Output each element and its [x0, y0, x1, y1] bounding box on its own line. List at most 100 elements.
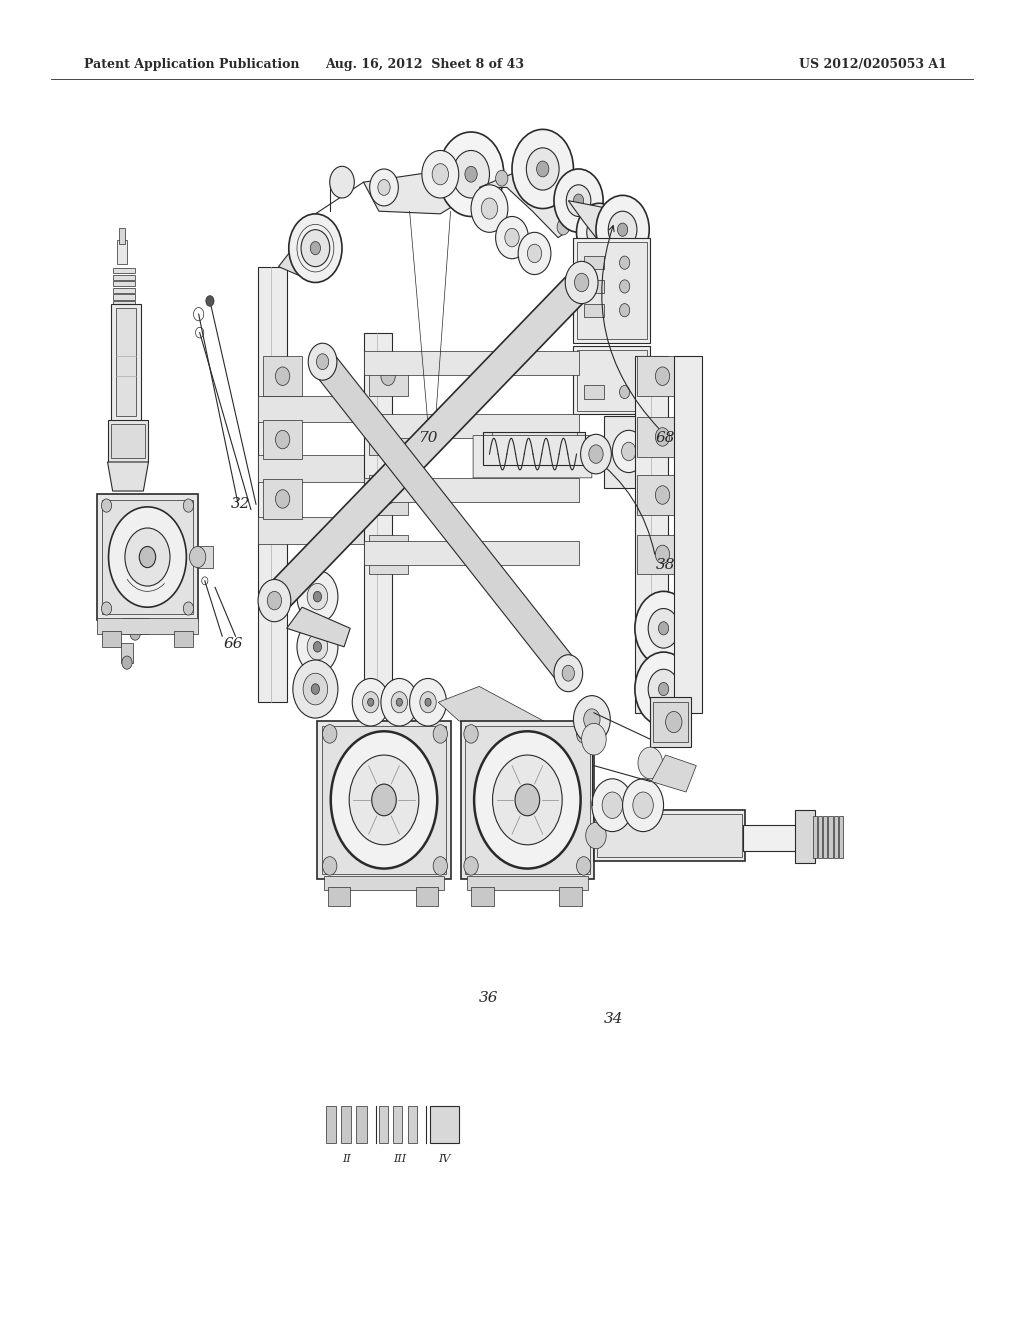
Circle shape [566, 185, 591, 216]
Polygon shape [473, 436, 602, 478]
Circle shape [554, 655, 583, 692]
Bar [97, 494, 198, 620]
Circle shape [313, 642, 322, 652]
Bar [430, 1106, 459, 1143]
Bar [839, 816, 843, 858]
Circle shape [581, 434, 611, 474]
Bar [828, 816, 833, 858]
Circle shape [206, 296, 214, 306]
Bar [637, 475, 678, 515]
Circle shape [527, 244, 542, 263]
Circle shape [396, 698, 402, 706]
Circle shape [391, 692, 408, 713]
Circle shape [537, 161, 549, 177]
Circle shape [562, 665, 574, 681]
Circle shape [183, 602, 194, 615]
Circle shape [422, 150, 459, 198]
Circle shape [308, 343, 337, 380]
Circle shape [620, 304, 630, 317]
Bar [263, 479, 302, 519]
Bar [364, 414, 579, 438]
Bar [341, 1106, 351, 1143]
Text: II: II [342, 1154, 350, 1164]
Bar [483, 432, 585, 465]
Circle shape [573, 194, 584, 207]
Circle shape [493, 755, 562, 845]
Circle shape [139, 546, 156, 568]
Circle shape [572, 190, 585, 206]
Bar [326, 1106, 336, 1143]
Bar [364, 351, 579, 375]
Bar [369, 356, 408, 396]
Circle shape [648, 609, 679, 648]
Bar [364, 541, 579, 565]
Circle shape [189, 546, 206, 568]
Text: 36: 36 [479, 991, 499, 1005]
Circle shape [658, 682, 669, 696]
Circle shape [565, 261, 598, 304]
Bar [113, 301, 135, 306]
Circle shape [655, 545, 670, 564]
Circle shape [275, 430, 290, 449]
Circle shape [307, 583, 328, 610]
Circle shape [311, 684, 319, 694]
Bar [364, 478, 579, 502]
Bar [111, 304, 141, 422]
Bar [559, 887, 582, 906]
Bar [597, 814, 742, 857]
Bar [113, 275, 135, 280]
Bar [635, 356, 668, 713]
Circle shape [655, 486, 670, 504]
Circle shape [258, 579, 291, 622]
Bar [258, 267, 287, 702]
Circle shape [101, 602, 112, 615]
Circle shape [370, 169, 398, 206]
Bar [324, 876, 444, 890]
Circle shape [381, 678, 418, 726]
Circle shape [622, 442, 636, 461]
Bar [116, 308, 136, 416]
Bar [650, 697, 691, 747]
Bar [584, 280, 604, 293]
Circle shape [577, 203, 622, 261]
Circle shape [275, 367, 290, 385]
Text: 32: 32 [230, 498, 250, 511]
Circle shape [183, 499, 194, 512]
Bar [117, 240, 127, 264]
Circle shape [577, 857, 591, 875]
Bar [121, 643, 133, 663]
Circle shape [602, 792, 623, 818]
Bar [467, 876, 588, 890]
Text: 34: 34 [604, 1012, 624, 1026]
Bar [328, 887, 350, 906]
Circle shape [410, 678, 446, 726]
Circle shape [465, 166, 477, 182]
Polygon shape [568, 201, 643, 275]
Circle shape [633, 792, 653, 818]
Polygon shape [266, 269, 590, 614]
Text: 38: 38 [655, 558, 675, 572]
Circle shape [267, 591, 282, 610]
Text: Patent Application Publication: Patent Application Publication [84, 58, 299, 71]
Bar [834, 816, 838, 858]
Bar [356, 1106, 367, 1143]
Circle shape [381, 426, 395, 445]
Circle shape [330, 166, 354, 198]
Circle shape [557, 219, 569, 235]
Bar [653, 702, 688, 742]
Bar [369, 416, 408, 455]
Circle shape [608, 211, 637, 248]
Circle shape [130, 627, 140, 640]
Circle shape [635, 652, 692, 726]
Circle shape [512, 129, 573, 209]
Circle shape [658, 622, 669, 635]
Circle shape [496, 216, 528, 259]
Circle shape [420, 692, 436, 713]
Circle shape [101, 499, 112, 512]
Circle shape [125, 528, 170, 586]
Bar [258, 396, 381, 422]
Circle shape [307, 634, 328, 660]
Circle shape [623, 779, 664, 832]
Bar [818, 816, 822, 858]
Circle shape [574, 273, 589, 292]
